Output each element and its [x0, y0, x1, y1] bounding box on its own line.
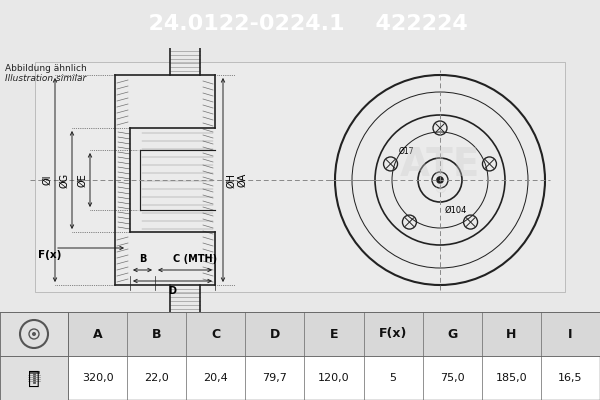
- Text: 185,0: 185,0: [496, 373, 527, 383]
- Text: 24.0122-0224.1    422224: 24.0122-0224.1 422224: [133, 14, 467, 34]
- Text: ®: ®: [433, 183, 447, 197]
- Text: ATE: ATE: [400, 146, 480, 184]
- Text: ØH: ØH: [226, 172, 236, 188]
- Text: Abbildung ähnlich: Abbildung ähnlich: [5, 64, 87, 73]
- Text: 22,0: 22,0: [144, 373, 169, 383]
- Text: G: G: [447, 328, 457, 340]
- Circle shape: [437, 177, 443, 183]
- Text: 16,5: 16,5: [558, 373, 583, 383]
- Text: B: B: [139, 254, 146, 264]
- Text: 120,0: 120,0: [318, 373, 350, 383]
- Text: I: I: [568, 328, 572, 340]
- Text: ØG: ØG: [59, 172, 69, 188]
- Bar: [0, 356, 68, 400]
- Text: 5: 5: [389, 373, 397, 383]
- Text: 79,7: 79,7: [262, 373, 287, 383]
- Text: D: D: [270, 328, 280, 340]
- Text: Illustration similar: Illustration similar: [5, 74, 86, 83]
- Text: E: E: [330, 328, 338, 340]
- Bar: [68, 312, 600, 356]
- Text: B: B: [152, 328, 161, 340]
- Text: Ø17: Ø17: [398, 147, 414, 156]
- Text: ØE: ØE: [77, 173, 87, 187]
- Text: ØA: ØA: [237, 173, 247, 187]
- Bar: [35, 62, 565, 292]
- Text: H: H: [506, 328, 517, 340]
- Text: F(x): F(x): [379, 328, 407, 340]
- Text: A: A: [93, 328, 103, 340]
- Text: Ø104: Ø104: [445, 206, 467, 214]
- Text: C (MTH): C (MTH): [173, 254, 217, 264]
- Bar: [0, 312, 68, 356]
- Text: 20,4: 20,4: [203, 373, 228, 383]
- Text: 🔩: 🔩: [28, 368, 40, 388]
- Text: F(x): F(x): [38, 250, 61, 260]
- Text: 75,0: 75,0: [440, 373, 464, 383]
- Text: ØI: ØI: [42, 175, 52, 185]
- Text: C: C: [211, 328, 220, 340]
- Circle shape: [32, 332, 36, 336]
- Text: D: D: [169, 286, 176, 296]
- Text: 320,0: 320,0: [82, 373, 113, 383]
